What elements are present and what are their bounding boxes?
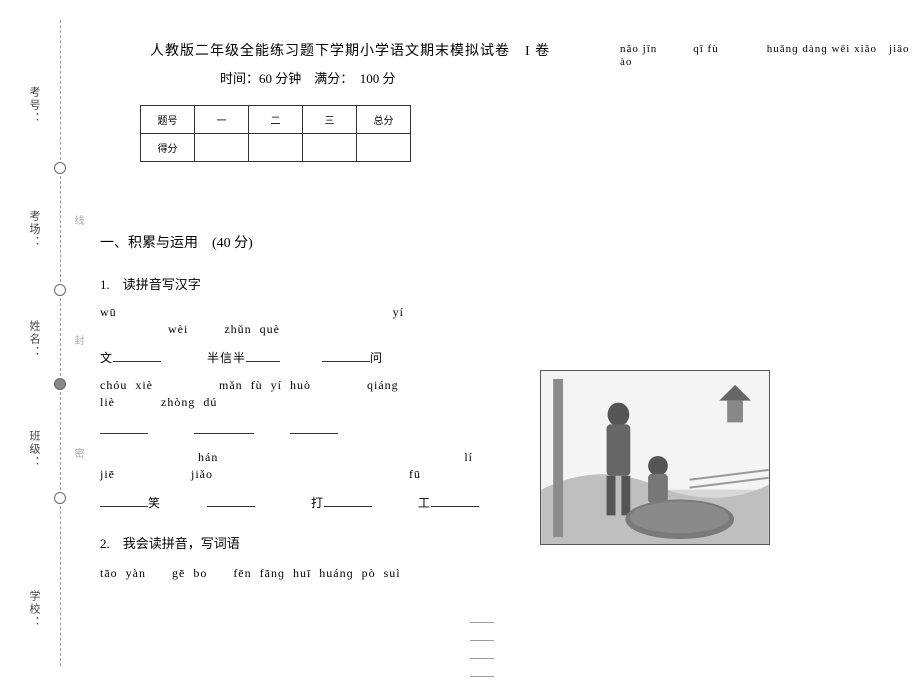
py: hán bbox=[198, 450, 218, 464]
inner-feng: 封 bbox=[70, 335, 85, 345]
txt: 文 bbox=[100, 351, 113, 365]
py: jiē bbox=[100, 467, 115, 481]
th-total: 总分 bbox=[357, 106, 411, 134]
blank bbox=[324, 495, 372, 507]
dotline bbox=[60, 506, 61, 666]
py: zhòng dú bbox=[161, 395, 217, 409]
label-class: 班级： bbox=[26, 430, 42, 469]
table-row: 题号 一 二 三 总分 bbox=[141, 106, 411, 134]
question-1: 1. 读拼音写汉字 bbox=[100, 274, 900, 293]
binding-strip: 考号： 考场： 姓名： 班级： 学校： 线 封 密 bbox=[0, 0, 68, 681]
py: chóu xiè bbox=[100, 378, 153, 392]
pinyin-row: chóu xiè mǎn fù yí huò qiáng bbox=[100, 378, 900, 393]
fill-row: 笑 打 工 bbox=[100, 494, 900, 511]
fill-row bbox=[100, 422, 900, 438]
pinyin-row: wū yí bbox=[100, 305, 900, 320]
marker-circle bbox=[54, 162, 66, 174]
label-room: 考场： bbox=[26, 210, 42, 249]
write-dashes: ＿＿＿＿＿＿＿＿ bbox=[470, 608, 494, 680]
py: wū bbox=[100, 305, 117, 319]
question-2: 2. 我会读拼音，写词语 bbox=[100, 533, 900, 552]
label-name: 姓名： bbox=[26, 320, 42, 359]
td bbox=[195, 134, 249, 162]
dotline bbox=[60, 392, 61, 490]
fill-row: 文 半信半 问 bbox=[100, 349, 900, 366]
blank bbox=[100, 422, 148, 434]
table-row: 得分 bbox=[141, 134, 411, 162]
blank bbox=[431, 495, 479, 507]
py: jiǎo bbox=[191, 467, 213, 481]
pinyin-row: wèi zhǔn què bbox=[100, 322, 900, 337]
main-content: 人教版二年级全能练习题下学期小学语文期末模拟试卷 I 卷 时间：60 分钟 满分… bbox=[100, 40, 900, 581]
label-school: 学校： bbox=[26, 590, 42, 629]
q2-pinyin: tāo yàn gē bo fēn fānɡ huī huánɡ pò suì bbox=[100, 564, 900, 581]
txt: 工 bbox=[418, 496, 431, 510]
blank bbox=[113, 350, 161, 362]
txt: 问 bbox=[370, 351, 383, 365]
td bbox=[249, 134, 303, 162]
th-1: 一 bbox=[195, 106, 249, 134]
py: fū bbox=[409, 467, 421, 481]
txt: 打 bbox=[311, 496, 324, 510]
subtitle: 时间：60 分钟 满分： 100 分 bbox=[220, 68, 900, 87]
dotline bbox=[60, 176, 61, 282]
py: wèi bbox=[168, 322, 188, 336]
td bbox=[357, 134, 411, 162]
inner-xian: 线 bbox=[70, 215, 85, 225]
section-heading: 一、积累与运用 (40 分) bbox=[100, 232, 900, 252]
marker-circle bbox=[54, 492, 66, 504]
py: mǎn fù yí huò bbox=[219, 378, 311, 392]
th-2: 二 bbox=[249, 106, 303, 134]
py: zhǔn què bbox=[224, 322, 280, 336]
inner-mi: 密 bbox=[70, 448, 85, 458]
marker-circle bbox=[54, 284, 66, 296]
blank bbox=[290, 422, 338, 434]
py: qiáng bbox=[367, 378, 399, 392]
blank bbox=[194, 422, 254, 434]
dotline bbox=[60, 298, 61, 376]
th-num: 题号 bbox=[141, 106, 195, 134]
illustration bbox=[540, 370, 770, 545]
td bbox=[303, 134, 357, 162]
marker-dot bbox=[54, 378, 66, 390]
py: lí bbox=[464, 450, 473, 464]
blank bbox=[100, 495, 148, 507]
pinyin-row: jiē jiǎo fū bbox=[100, 467, 900, 482]
td-score: 得分 bbox=[141, 134, 195, 162]
py: liè bbox=[100, 395, 115, 409]
illustration-svg bbox=[541, 371, 769, 544]
label-exam-no: 考号： bbox=[26, 86, 42, 125]
blank bbox=[322, 350, 370, 362]
th-3: 三 bbox=[303, 106, 357, 134]
dotline bbox=[60, 20, 61, 160]
page-title: 人教版二年级全能练习题下学期小学语文期末模拟试卷 I 卷 bbox=[150, 40, 900, 60]
score-table: 题号 一 二 三 总分 得分 bbox=[140, 105, 411, 162]
pinyin-row: liè zhòng dú bbox=[100, 395, 900, 410]
blank bbox=[246, 350, 280, 362]
blank bbox=[207, 495, 255, 507]
pinyin-row: hán lí bbox=[100, 450, 900, 465]
py: yí bbox=[393, 305, 404, 319]
txt: 半信半 bbox=[207, 351, 246, 365]
txt: 笑 bbox=[148, 496, 161, 510]
